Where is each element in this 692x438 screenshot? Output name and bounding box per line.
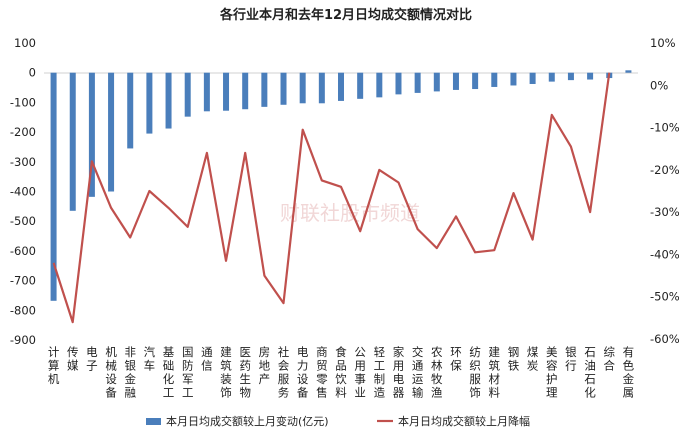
left-tick-label: -700 bbox=[10, 274, 36, 288]
category-label: 非银金融 bbox=[124, 345, 136, 400]
category-label: 商贸零售 bbox=[316, 345, 328, 400]
left-tick-label: 100 bbox=[14, 36, 36, 50]
category-label: 环保 bbox=[450, 345, 462, 373]
category-label: 纺织服饰 bbox=[469, 345, 481, 400]
bar bbox=[299, 72, 306, 104]
left-tick-label: -800 bbox=[10, 303, 36, 317]
bar bbox=[529, 72, 536, 84]
category-label: 社会服务 bbox=[278, 345, 290, 400]
decline-line bbox=[52, 72, 611, 324]
watermark: 财联社股市频道 bbox=[280, 201, 420, 225]
legend: 本月日均成交额较上月变动(亿元) 本月日均成交额较上月降幅 bbox=[146, 414, 530, 428]
bar bbox=[625, 70, 632, 73]
right-tick-label: -10% bbox=[650, 121, 680, 135]
bar bbox=[184, 72, 191, 117]
left-tick-label: -100 bbox=[10, 95, 36, 109]
bar bbox=[452, 72, 459, 90]
category-label: 汽车 bbox=[144, 345, 156, 373]
category-label: 煤炭 bbox=[527, 345, 539, 373]
category-label: 电子 bbox=[86, 345, 98, 373]
bar bbox=[127, 72, 134, 149]
category-label: 交通运输 bbox=[412, 345, 424, 400]
bar bbox=[567, 72, 574, 81]
category-label: 建筑材料 bbox=[489, 345, 501, 400]
category-label: 银行 bbox=[565, 345, 577, 373]
category-label: 公用事业 bbox=[354, 345, 366, 400]
legend-bar-swatch bbox=[146, 418, 161, 425]
category-label: 医药生物 bbox=[239, 345, 251, 400]
category-label: 综合 bbox=[604, 345, 616, 373]
category-label: 房地产 bbox=[259, 345, 271, 386]
right-tick-label: -60% bbox=[650, 332, 680, 346]
bar bbox=[280, 72, 287, 105]
bar bbox=[414, 72, 421, 93]
bar bbox=[88, 72, 95, 197]
bar bbox=[50, 72, 57, 301]
category-label: 食品饮料 bbox=[335, 345, 347, 400]
category-label: 石油石化 bbox=[584, 345, 596, 400]
right-tick-label: -20% bbox=[650, 163, 680, 177]
category-label: 国防军工 bbox=[182, 345, 194, 400]
chart-title: 各行业本月和去年12月日均成交额情况对比 bbox=[219, 7, 472, 23]
bar bbox=[223, 72, 230, 111]
bar bbox=[165, 72, 172, 129]
bar bbox=[395, 72, 402, 95]
right-tick-label: 0% bbox=[650, 78, 668, 92]
right-axis: 10% 0% -10% -20% -30% -40% -50% -60% bbox=[650, 36, 680, 346]
category-label: 农林牧渔 bbox=[431, 345, 443, 400]
bar bbox=[472, 72, 479, 90]
bar bbox=[242, 72, 249, 110]
bar bbox=[203, 72, 210, 112]
left-axis: 100 0 -100 -200 -300 -400 -500 -600 -700 -800 -900 bbox=[10, 36, 36, 347]
right-tick-label: -50% bbox=[650, 290, 680, 304]
category-label: 有色金属 bbox=[623, 345, 635, 400]
category-label: 家用电器 bbox=[393, 345, 405, 400]
left-tick-label: -300 bbox=[10, 155, 36, 169]
bar bbox=[338, 72, 344, 101]
category-label: 建筑装饰 bbox=[220, 345, 232, 400]
bar bbox=[587, 72, 594, 80]
right-tick-label: -30% bbox=[650, 205, 680, 219]
bar bbox=[69, 72, 76, 211]
left-tick-label: 0 bbox=[29, 66, 36, 80]
category-label: 基础化工 bbox=[163, 345, 175, 400]
bar bbox=[433, 72, 440, 92]
legend-bar-label: 本月日均成交额较上月变动(亿元) bbox=[166, 414, 329, 428]
bar bbox=[146, 72, 153, 134]
left-tick-label: -200 bbox=[10, 125, 36, 139]
bar bbox=[261, 72, 268, 107]
left-tick-label: -900 bbox=[10, 333, 36, 347]
bar bbox=[108, 72, 115, 192]
bar bbox=[548, 72, 555, 82]
bar bbox=[376, 72, 383, 98]
bar-series bbox=[50, 70, 632, 301]
category-labels: 计算机传媒电子机械设备非银金融汽车基础化工国防军工通信建筑装饰医药生物房地产社会… bbox=[48, 345, 635, 400]
bar bbox=[491, 72, 498, 87]
category-label: 计算机 bbox=[48, 345, 60, 386]
right-tick-label: 10% bbox=[650, 36, 676, 50]
left-tick-label: -400 bbox=[10, 185, 36, 199]
category-label: 机械设备 bbox=[105, 345, 117, 400]
category-label: 通信 bbox=[201, 345, 213, 373]
bar bbox=[318, 72, 325, 104]
category-label: 传媒 bbox=[67, 345, 79, 373]
bar bbox=[357, 72, 364, 99]
right-tick-label: -40% bbox=[650, 247, 680, 261]
left-tick-label: -500 bbox=[10, 214, 36, 228]
category-label: 电力设备 bbox=[297, 345, 309, 400]
line-series bbox=[52, 72, 611, 324]
category-label: 美容护理 bbox=[546, 345, 558, 400]
legend-line-label: 本月日均成交额较上月降幅 bbox=[398, 414, 530, 428]
left-tick-label: -600 bbox=[10, 244, 36, 258]
category-label: 钢铁 bbox=[508, 345, 520, 373]
category-label: 轻工制造 bbox=[374, 345, 386, 400]
bar bbox=[510, 72, 517, 86]
